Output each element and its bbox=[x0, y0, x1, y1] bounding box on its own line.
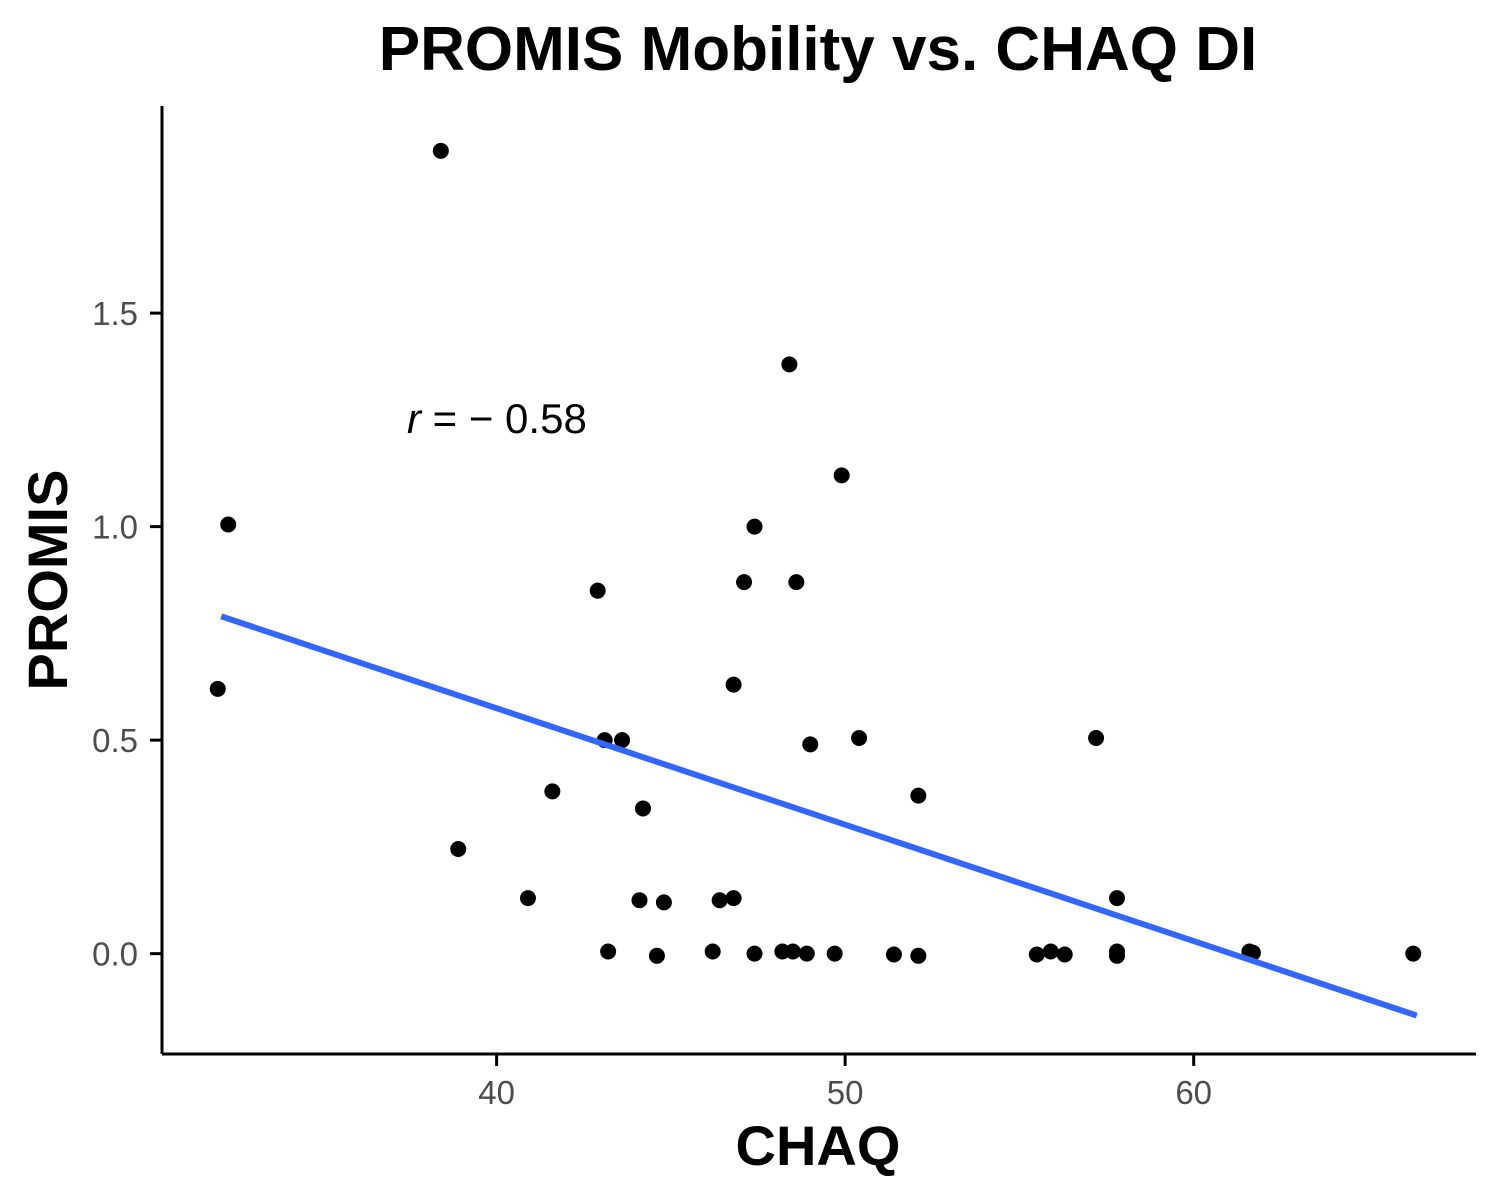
data-point bbox=[1405, 945, 1422, 962]
y-axis-title: PROMIS bbox=[16, 470, 79, 691]
data-point bbox=[1028, 946, 1045, 963]
y-tick-label: 0.5 bbox=[92, 722, 138, 759]
correlation-value: = − 0.58 bbox=[421, 395, 587, 442]
chart-title: PROMIS Mobility vs. CHAQ DI bbox=[379, 15, 1257, 84]
data-point bbox=[910, 947, 927, 964]
data-point bbox=[631, 892, 648, 909]
data-point bbox=[725, 890, 742, 907]
correlation-r-symbol: r bbox=[407, 395, 423, 442]
data-point bbox=[1088, 730, 1105, 746]
correlation-annotation: r = − 0.58 bbox=[407, 395, 587, 442]
data-point bbox=[1109, 890, 1126, 907]
data-point bbox=[600, 943, 617, 960]
data-point bbox=[826, 945, 843, 962]
data-point bbox=[450, 841, 467, 858]
x-tick-label: 60 bbox=[1175, 1074, 1212, 1111]
data-point bbox=[725, 676, 742, 693]
x-tick-label: 50 bbox=[827, 1074, 864, 1111]
data-point bbox=[1042, 943, 1059, 960]
data-point bbox=[910, 787, 927, 804]
data-point bbox=[220, 516, 237, 533]
data-point bbox=[746, 518, 763, 535]
data-point bbox=[432, 142, 449, 159]
y-tick-label: 1.0 bbox=[92, 509, 138, 546]
data-point bbox=[781, 356, 798, 373]
data-point bbox=[209, 680, 226, 697]
data-point bbox=[746, 945, 763, 962]
x-axis-title: CHAQ bbox=[736, 1114, 901, 1177]
data-point bbox=[885, 946, 902, 963]
trendline bbox=[220, 613, 1418, 1019]
data-point bbox=[589, 582, 606, 599]
axes bbox=[160, 106, 1476, 1056]
data-point bbox=[614, 732, 631, 749]
data-point bbox=[519, 890, 536, 907]
data-point bbox=[544, 783, 561, 800]
data-point bbox=[798, 945, 815, 962]
y-tick-label: 0.0 bbox=[92, 936, 138, 973]
data-point bbox=[1109, 947, 1126, 964]
data-point bbox=[802, 736, 819, 753]
data-point bbox=[648, 947, 665, 964]
data-point bbox=[736, 574, 753, 591]
y-tick-label: 1.5 bbox=[92, 295, 138, 332]
data-point bbox=[788, 574, 805, 591]
data-point bbox=[784, 943, 801, 960]
data-point bbox=[851, 730, 868, 746]
data-point bbox=[634, 800, 651, 817]
data-point bbox=[655, 894, 672, 911]
data-points bbox=[209, 142, 1422, 964]
y-ticks: 0.0 0.5 1.0 1.5 bbox=[92, 295, 162, 973]
data-point bbox=[704, 943, 721, 960]
trendline-group bbox=[220, 613, 1418, 1019]
data-point bbox=[711, 892, 728, 909]
data-point bbox=[1056, 946, 1073, 963]
data-point bbox=[833, 467, 850, 484]
x-ticks: 40 50 60 bbox=[478, 1054, 1212, 1111]
x-tick-label: 40 bbox=[478, 1074, 515, 1111]
